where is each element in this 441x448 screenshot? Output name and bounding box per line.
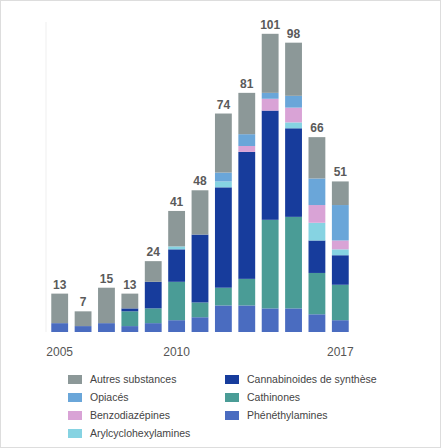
legend-label: Cathinones [247, 391, 300, 403]
bar-segment [309, 273, 326, 314]
legend-swatch [68, 375, 82, 384]
chart: 13 7 15 13 24 41 48 74 81 101 98 66 51 2005 2010 2017 Au… [0, 0, 441, 448]
bar-segment [168, 249, 185, 281]
bar-segment [262, 34, 279, 93]
bar-segment [309, 137, 326, 178]
bar-segment [332, 205, 349, 240]
bar-segment [285, 128, 302, 217]
bar-segment [145, 308, 162, 323]
bars [51, 34, 348, 332]
legend-label: Cannabinoides de synthèse [247, 373, 377, 385]
bar-segment [262, 111, 279, 220]
total-label: 41 [170, 195, 184, 209]
total-label: 74 [217, 98, 231, 112]
legend-label: Autres substances [90, 373, 176, 385]
bar-segment [262, 220, 279, 309]
bar-segment [192, 190, 209, 234]
bar-segment [168, 282, 185, 320]
x-tick-label: 2005 [46, 345, 73, 359]
legend-label: Benzodiazépines [90, 409, 170, 421]
bar-segment [215, 288, 232, 306]
bar-segment [262, 93, 279, 99]
bar-segment [215, 173, 232, 182]
bar-segment [215, 181, 232, 187]
bar-segment [168, 320, 185, 332]
bar-segment [309, 223, 326, 241]
bar-segment [332, 181, 349, 205]
frame [1, 1, 441, 448]
bar-segment [285, 108, 302, 123]
bar-segment [238, 152, 255, 279]
legend-swatch [225, 411, 239, 420]
bar-segment [285, 96, 302, 108]
legend-label: Arylcyclohexylamines [90, 427, 190, 439]
bar-segment [145, 282, 162, 309]
bar-segment [145, 323, 162, 332]
bar-segment [121, 326, 138, 332]
bar-segment [75, 326, 92, 332]
bar-segment [145, 261, 162, 282]
bar-segment [262, 99, 279, 111]
bar-segment [285, 217, 302, 309]
legend-label: Phénéthylamines [247, 409, 328, 421]
bar-segment [285, 122, 302, 128]
total-label: 13 [123, 278, 137, 292]
total-label: 81 [240, 77, 254, 91]
bar-segment [332, 240, 349, 249]
bar-segment [309, 240, 326, 272]
bar-segment [238, 146, 255, 152]
bar-segment [51, 294, 68, 324]
total-label: 66 [310, 121, 324, 135]
bar-segment [168, 246, 185, 249]
total-label: 15 [100, 272, 114, 286]
bar-segment [121, 294, 138, 309]
bar-segment [121, 308, 138, 311]
bar-segment [215, 187, 232, 287]
bar-segment [238, 279, 255, 306]
bar-segment [215, 114, 232, 173]
total-label: 24 [147, 245, 161, 259]
total-label: 98 [287, 27, 301, 41]
bar-segment [285, 43, 302, 96]
bar-segment [215, 305, 232, 332]
bar-segment [238, 134, 255, 146]
bar-segment [121, 311, 138, 326]
bar-segment [168, 211, 185, 246]
x-tick-label: 2017 [327, 345, 354, 359]
total-label: 101 [260, 18, 280, 32]
bar-segment [332, 249, 349, 255]
bar-segment [285, 308, 302, 332]
total-label: 48 [193, 174, 207, 188]
bar-segment [75, 311, 92, 326]
bar-segment [262, 308, 279, 332]
bar-segment [192, 317, 209, 332]
x-tick-label: 2010 [163, 345, 190, 359]
bar-segment [192, 235, 209, 303]
bar-segment [238, 305, 255, 332]
bar-segment [332, 255, 349, 285]
bar-segment [332, 285, 349, 320]
legend-swatch [225, 393, 239, 402]
total-label: 51 [334, 165, 348, 179]
legend-swatch [225, 375, 239, 384]
bar-segment [309, 314, 326, 332]
legend-swatch [68, 411, 82, 420]
bar-segment [98, 323, 115, 332]
bar-segment [192, 302, 209, 317]
bar-segment [98, 288, 115, 323]
legend-swatch [68, 393, 82, 402]
bar-segment [309, 205, 326, 223]
bar-segment [238, 93, 255, 134]
total-label: 7 [80, 295, 87, 309]
bar-segment [309, 178, 326, 205]
legend-swatch [68, 429, 82, 438]
bar-segment [51, 323, 68, 332]
bar-segment [332, 320, 349, 332]
total-label: 13 [53, 278, 67, 292]
y-axis-line [46, 22, 47, 332]
legend-label: Opiacés [90, 391, 129, 403]
legend: Autres substances Opiacés Benzodiazépines A… [68, 373, 377, 439]
